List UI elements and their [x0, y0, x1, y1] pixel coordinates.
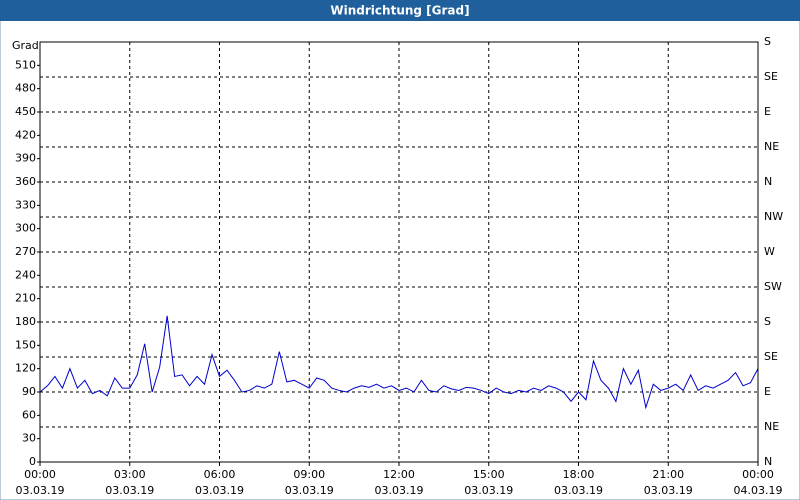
y-tick-label: 240: [15, 268, 36, 281]
x-tick-date: 03.03.19: [464, 484, 513, 497]
chart-title: Windrichtung [Grad]: [330, 4, 469, 18]
y2-tick-label: N: [764, 455, 772, 468]
y-tick-label: 90: [22, 385, 36, 398]
x-tick-label: 00:00: [742, 468, 774, 481]
y-tick-label: 330: [15, 198, 36, 211]
y2-tick-label: NE: [764, 140, 779, 153]
plot-border: [39, 41, 759, 463]
x-tick-label: 21:00: [652, 468, 684, 481]
y-tick-label: 480: [15, 82, 36, 95]
x-tick-label: 06:00: [204, 468, 236, 481]
x-tick-date: 03.03.19: [16, 484, 65, 497]
y2-tick-label: SW: [764, 280, 782, 293]
y-axis-label: Grad: [12, 39, 39, 52]
y-tick-label: 150: [15, 338, 36, 351]
y-tick-label: 120: [15, 362, 36, 375]
x-tick-label: 18:00: [563, 468, 595, 481]
y2-tick-label: E: [764, 105, 771, 118]
x-tick-date: 03.03.19: [375, 484, 424, 497]
y2-tick-label: W: [764, 245, 775, 258]
x-tick-label: 03:00: [114, 468, 146, 481]
y-tick-label: 180: [15, 315, 36, 328]
title-bar: [0, 0, 800, 21]
x-tick-label: 00:00: [24, 468, 56, 481]
y-tick-label: 420: [15, 128, 36, 141]
x-tick-label: 09:00: [293, 468, 325, 481]
y-tick-label: 210: [15, 292, 36, 305]
x-tick-date: 04.03.19: [734, 484, 783, 497]
y-tick-label: 390: [15, 152, 36, 165]
x-tick-label: 12:00: [383, 468, 415, 481]
y-tick-label: 300: [15, 222, 36, 235]
data-line: [39, 315, 759, 410]
y-tick-label: 60: [22, 408, 36, 421]
y2-tick-label: NW: [764, 210, 783, 223]
x-tick-date: 03.03.19: [105, 484, 154, 497]
y-tick-label: 360: [15, 175, 36, 188]
y-tick-label: 510: [15, 58, 36, 71]
y2-tick-label: S: [764, 315, 771, 328]
y2-tick-label: S: [764, 35, 771, 48]
y-tick-label: 30: [22, 432, 36, 445]
y2-tick-label: SE: [764, 70, 778, 83]
x-tick-label: 15:00: [473, 468, 505, 481]
x-tick-date: 03.03.19: [285, 484, 334, 497]
y2-tick-label: NE: [764, 420, 779, 433]
y2-tick-label: SE: [764, 350, 778, 363]
y2-tick-label: E: [764, 385, 771, 398]
y-tick-label: 0: [29, 455, 36, 468]
y-tick-label: 270: [15, 245, 36, 258]
y2-tick-label: N: [764, 175, 772, 188]
x-tick-date: 03.03.19: [554, 484, 603, 497]
x-tick-date: 03.03.19: [195, 484, 244, 497]
y-tick-label: 450: [15, 105, 36, 118]
x-tick-date: 03.03.19: [644, 484, 693, 497]
